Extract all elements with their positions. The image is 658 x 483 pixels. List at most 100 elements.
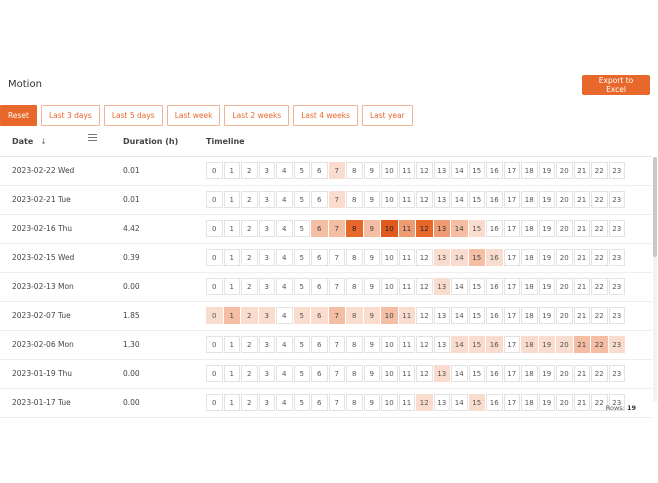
hour-cell: 1	[223, 191, 240, 208]
hour-cell: 13	[433, 249, 450, 266]
hour-cell: 17	[503, 365, 520, 382]
table-row[interactable]: 2023-02-22 Wed 0.01 0 1 2 3 4 5 6 7 8 9 10 11 12 13 14 15…	[0, 157, 652, 186]
hour-cell: 6	[311, 278, 328, 295]
filter-button-last-year[interactable]: Last year	[361, 105, 413, 126]
hour-cell: 7	[328, 162, 345, 179]
hour-cell: 20	[556, 249, 573, 266]
hour-cell: 6	[311, 220, 328, 237]
hour-cell: 15	[468, 365, 485, 382]
scrollbar-thumb[interactable]	[653, 157, 657, 257]
hour-cell: 1	[223, 307, 240, 324]
hour-cell: 12	[416, 220, 433, 237]
hour-cell: 4	[276, 249, 293, 266]
hour-cell: 18	[521, 307, 538, 324]
vertical-scrollbar[interactable]	[653, 157, 657, 402]
row-timeline: 0 1 2 3 4 5 6 7 8 9 10 11 12 13 14 15 16 17 18 19 20 21 22 23	[206, 249, 626, 266]
hour-cell: 17	[503, 307, 520, 324]
filter-button-last-4-weeks[interactable]: Last 4 weeks	[293, 105, 358, 126]
hour-cell: 2	[241, 191, 258, 208]
hour-cell: 0	[206, 365, 223, 382]
hour-cell: 2	[241, 336, 258, 353]
hour-cell: 16	[486, 162, 503, 179]
hour-cell: 5	[293, 365, 310, 382]
hour-cell: 0	[206, 394, 223, 411]
hour-cell: 11	[398, 278, 415, 295]
date-header-label: Date	[12, 137, 34, 146]
hour-cell: 3	[258, 220, 275, 237]
export-excel-button[interactable]: Export to Excel	[582, 75, 650, 95]
hour-cell: 5	[293, 307, 310, 324]
hour-cell: 4	[276, 307, 293, 324]
filter-button-last-3-days[interactable]: Last 3 days	[40, 105, 100, 126]
hour-cell: 19	[538, 307, 555, 324]
hour-cell: 18	[521, 162, 538, 179]
hour-cell: 10	[381, 365, 398, 382]
table-body: 2023-02-22 Wed 0.01 0 1 2 3 4 5 6 7 8 9 10 11 12 13 14 15…	[0, 157, 652, 418]
table-row[interactable]: 2023-02-13 Mon 0.00 0 1 2 3 4 5 6 7 8 9 10 11 12 13 14 15…	[0, 273, 652, 302]
row-date: 2023-02-21 Tue	[12, 195, 71, 204]
hour-cell: 1	[223, 249, 240, 266]
date-column-header[interactable]: Date ↓	[12, 137, 47, 146]
hour-cell: 16	[486, 307, 503, 324]
hour-cell: 9	[363, 191, 380, 208]
table-row[interactable]: 2023-02-06 Mon 1.30 0 1 2 3 4 5 6 7 8 9 10 11 12 13 14 15…	[0, 331, 652, 360]
row-date: 2023-01-19 Thu	[12, 369, 73, 378]
table-row[interactable]: 2023-01-19 Thu 0.00 0 1 2 3 4 5 6 7 8 9 10 11 12 13 14 15…	[0, 360, 652, 389]
row-date: 2023-02-07 Tue	[12, 311, 71, 320]
hour-cell: 18	[521, 278, 538, 295]
hour-cell: 19	[538, 249, 555, 266]
hour-cell: 14	[451, 249, 468, 266]
hour-cell: 21	[573, 220, 590, 237]
hour-cell: 17	[503, 191, 520, 208]
hour-cell: 8	[346, 249, 363, 266]
row-date: 2023-02-22 Wed	[12, 166, 75, 175]
filter-button-last-5-days[interactable]: Last 5 days	[103, 105, 163, 126]
hour-cell: 9	[363, 162, 380, 179]
hour-cell: 22	[591, 336, 608, 353]
hour-cell: 14	[451, 220, 468, 237]
table-row[interactable]: 2023-02-21 Tue 0.01 0 1 2 3 4 5 6 7 8 9 10 11 12 13 14 15…	[0, 186, 652, 215]
filter-button-reset[interactable]: Reset	[0, 105, 37, 126]
hour-cell: 9	[363, 249, 380, 266]
hour-cell: 8	[346, 336, 363, 353]
row-duration: 0.01	[123, 195, 140, 204]
hour-cell: 19	[538, 162, 555, 179]
filter-button-last-week[interactable]: Last week	[166, 105, 221, 126]
hour-cell: 2	[241, 365, 258, 382]
hour-cell: 10	[381, 162, 398, 179]
hour-cell: 15	[468, 278, 485, 295]
row-count: Rows: 19	[606, 404, 636, 412]
hour-cell: 14	[451, 365, 468, 382]
table-row[interactable]: 2023-01-17 Tue 0.00 0 1 2 3 4 5 6 7 8 9 10 11 12 13 14 15…	[0, 389, 652, 418]
row-duration: 4.42	[123, 224, 140, 233]
filter-button-last-2-weeks[interactable]: Last 2 weeks	[224, 105, 290, 126]
hour-cell: 4	[276, 162, 293, 179]
hour-cell: 19	[538, 191, 555, 208]
hour-cell: 7	[328, 220, 345, 237]
hour-cell: 10	[381, 278, 398, 295]
hour-cell: 13	[433, 278, 450, 295]
hour-cell: 21	[573, 249, 590, 266]
hour-cell: 9	[363, 278, 380, 295]
hour-cell: 23	[608, 278, 625, 295]
hour-cell: 8	[346, 394, 363, 411]
hour-cell: 11	[398, 220, 415, 237]
hour-cell: 20	[556, 162, 573, 179]
table-row[interactable]: 2023-02-16 Thu 4.42 0 1 2 3 4 5 6 7 8 9 10 11 12 13 14 15…	[0, 215, 652, 244]
row-duration: 0.00	[123, 398, 140, 407]
row-timeline: 0 1 2 3 4 5 6 7 8 9 10 11 12 13 14 15 16 17 18 19 20 21 22 23	[206, 191, 626, 208]
column-menu-icon[interactable]	[88, 134, 97, 145]
hour-cell: 5	[293, 394, 310, 411]
table-row[interactable]: 2023-02-15 Wed 0.39 0 1 2 3 4 5 6 7 8 9 10 11 12 13 14 15…	[0, 244, 652, 273]
hour-cell: 1	[223, 394, 240, 411]
hour-cell: 1	[223, 220, 240, 237]
hour-cell: 5	[293, 336, 310, 353]
hour-cell: 20	[556, 307, 573, 324]
hour-cell: 23	[608, 336, 625, 353]
hour-cell: 0	[206, 336, 223, 353]
hour-cell: 16	[486, 278, 503, 295]
sort-arrow-icon[interactable]: ↓	[40, 137, 47, 146]
table-row[interactable]: 2023-02-07 Tue 1.85 0 1 2 3 4 5 6 7 8 9 10 11 12 13 14 15…	[0, 302, 652, 331]
duration-column-header[interactable]: Duration (h)	[123, 137, 179, 146]
hour-cell: 19	[538, 220, 555, 237]
